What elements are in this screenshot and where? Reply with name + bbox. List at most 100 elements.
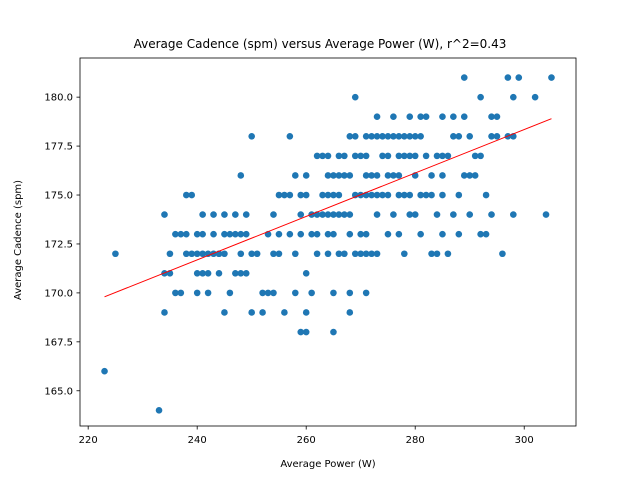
data-point xyxy=(368,191,375,199)
data-point xyxy=(444,250,452,258)
data-point xyxy=(395,172,403,179)
data-point xyxy=(455,230,463,238)
y-tick-label: 167.5 xyxy=(44,337,73,348)
data-point xyxy=(297,211,305,218)
data-point xyxy=(101,367,108,375)
data-point xyxy=(193,230,201,238)
data-point xyxy=(199,230,206,238)
data-point xyxy=(297,328,305,336)
data-point xyxy=(422,113,430,121)
x-tick-label: 260 xyxy=(297,435,316,446)
data-point xyxy=(199,270,206,277)
data-point xyxy=(411,152,419,160)
data-point xyxy=(210,230,217,238)
data-point xyxy=(384,191,392,199)
data-point xyxy=(395,152,403,160)
data-point xyxy=(237,250,245,258)
x-tick-label: 220 xyxy=(79,435,98,446)
data-point xyxy=(302,191,310,199)
data-point xyxy=(428,172,435,179)
data-point xyxy=(466,211,474,218)
data-point xyxy=(357,250,365,258)
data-point xyxy=(232,211,239,218)
data-point xyxy=(384,172,392,179)
data-point xyxy=(488,133,495,140)
data-point xyxy=(455,191,463,199)
data-point xyxy=(177,230,185,238)
x-axis-label: Average Power (W) xyxy=(280,459,375,470)
data-point xyxy=(346,133,354,140)
data-point xyxy=(357,230,365,238)
data-point xyxy=(270,211,277,218)
data-point xyxy=(373,211,381,218)
data-point xyxy=(248,309,255,316)
data-point xyxy=(444,152,452,160)
data-point xyxy=(193,270,201,277)
data-point xyxy=(172,230,179,238)
data-point xyxy=(193,250,201,258)
data-point xyxy=(417,113,424,121)
data-point xyxy=(346,211,354,218)
data-point xyxy=(188,191,196,199)
data-point xyxy=(401,250,408,258)
data-point xyxy=(450,113,457,121)
data-point xyxy=(155,407,163,414)
data-point xyxy=(292,250,299,258)
data-point xyxy=(493,133,501,140)
data-point xyxy=(450,211,457,218)
data-point xyxy=(406,211,414,218)
data-point xyxy=(182,250,190,258)
data-point xyxy=(292,289,299,297)
data-point xyxy=(395,230,403,238)
data-point xyxy=(242,211,250,218)
data-point xyxy=(313,250,321,258)
data-point xyxy=(351,133,359,140)
data-point xyxy=(237,230,245,238)
data-point xyxy=(286,133,294,140)
data-point xyxy=(275,230,283,238)
data-point xyxy=(232,230,239,238)
x-axis-ticks: 220 240 260 280 300 xyxy=(79,426,534,446)
data-point xyxy=(362,230,370,238)
data-point xyxy=(346,172,354,179)
data-point xyxy=(319,211,326,218)
data-point xyxy=(226,230,234,238)
data-points xyxy=(101,74,555,414)
data-point xyxy=(411,211,419,218)
data-point xyxy=(193,289,201,297)
data-point xyxy=(335,191,343,199)
data-point xyxy=(477,93,484,101)
data-point xyxy=(330,328,337,336)
data-point xyxy=(373,133,381,140)
data-point xyxy=(335,152,343,160)
y-tick-label: 180.0 xyxy=(44,93,73,104)
data-point xyxy=(488,211,495,218)
data-point xyxy=(390,172,397,179)
y-tick-label: 175.0 xyxy=(44,191,73,202)
data-point xyxy=(395,133,403,140)
data-point xyxy=(460,113,468,121)
data-point xyxy=(335,211,343,218)
data-point xyxy=(417,230,424,238)
data-point xyxy=(341,250,348,258)
data-point xyxy=(477,230,484,238)
data-point xyxy=(330,230,337,238)
data-point xyxy=(324,191,332,199)
chart-title: Average Cadence (spm) versus Average Pow… xyxy=(134,37,507,51)
data-point xyxy=(362,133,370,140)
data-point xyxy=(319,191,326,199)
data-point xyxy=(401,133,408,140)
x-tick-label: 280 xyxy=(406,435,425,446)
data-point xyxy=(362,289,370,297)
data-point xyxy=(460,172,468,179)
plot-area-frame xyxy=(79,57,577,427)
data-point xyxy=(302,328,310,336)
data-point xyxy=(433,152,441,160)
data-point xyxy=(324,230,332,238)
data-point xyxy=(346,309,354,316)
data-point xyxy=(242,270,250,277)
data-point xyxy=(346,289,354,297)
data-point xyxy=(297,191,305,199)
data-point xyxy=(308,230,315,238)
data-point xyxy=(351,152,359,160)
